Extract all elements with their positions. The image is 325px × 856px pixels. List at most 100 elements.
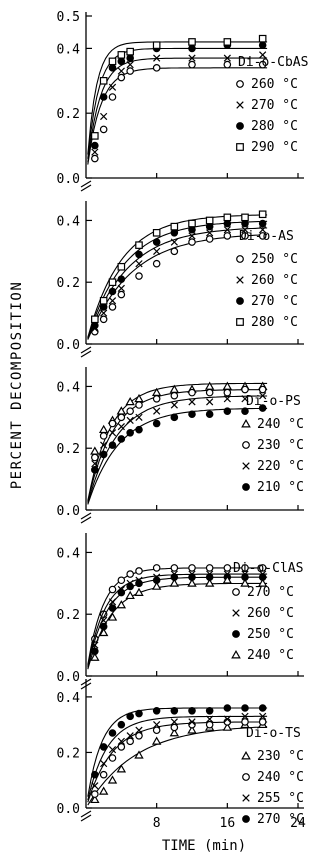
data-point: [108, 287, 117, 296]
y-tick-label: 0.4: [57, 380, 81, 395]
fit-curve: [87, 389, 268, 503]
data-point: [223, 213, 232, 222]
x-axis-label: TIME (min): [162, 838, 246, 854]
data-point: [99, 296, 108, 305]
data-point: [126, 47, 134, 56]
data-point: [134, 587, 144, 596]
x-tick-label: 8: [153, 816, 161, 831]
x-tick-label: 16: [220, 816, 236, 831]
data-point: [108, 754, 117, 762]
data-point: [188, 718, 196, 726]
data-point: [152, 64, 161, 72]
axis-break: [80, 512, 92, 524]
data-point: [126, 732, 134, 740]
series-3: [87, 392, 268, 504]
data-point: [107, 775, 118, 784]
legend-label: 230 °C: [257, 749, 304, 764]
data-point: [135, 260, 143, 268]
data-point: [188, 219, 196, 228]
data-point: [126, 60, 134, 69]
data-point: [135, 709, 143, 718]
data-point: [170, 706, 179, 715]
legend-title: Di-o-PS: [246, 394, 301, 409]
fit-curve: [87, 57, 268, 163]
data-point: [117, 67, 125, 75]
data-point: [205, 235, 214, 243]
data-point: [126, 737, 134, 746]
x-tick-label: 24: [290, 816, 306, 831]
data-point: [258, 385, 267, 394]
data-point: [153, 54, 161, 62]
legend-label: 290 °C: [251, 140, 298, 155]
data-point: [222, 575, 233, 584]
legend-marker: [232, 630, 240, 638]
y-tick-label: 0.2: [57, 107, 80, 122]
series-3: [87, 712, 268, 801]
data-point: [108, 441, 117, 449]
data-point: [116, 600, 127, 609]
legend-label: 250 °C: [251, 252, 298, 267]
legend-marker: [242, 773, 250, 781]
legend-marker: [242, 462, 250, 470]
data-point: [188, 225, 196, 234]
data-point: [223, 388, 232, 397]
fit-curve: [87, 707, 268, 797]
legend: Di-o-AS 250 °C 260 °C 270 °C 280 °C: [236, 229, 298, 330]
data-point: [152, 419, 161, 428]
y-tick-label: 0.2: [57, 608, 80, 623]
legend-label: 255 °C: [257, 791, 304, 806]
data-point: [205, 222, 214, 231]
y-tick-label: 0.0: [57, 172, 80, 187]
data-point: [117, 51, 126, 59]
data-point: [205, 564, 214, 572]
data-point: [91, 315, 99, 324]
legend-label: 260 °C: [251, 273, 298, 288]
y-tick-label: 0.2: [57, 276, 80, 291]
data-point: [206, 398, 214, 406]
data-point: [241, 213, 249, 222]
data-point: [126, 416, 134, 425]
data-point: [135, 567, 143, 575]
data-point: [187, 725, 197, 734]
data-point: [258, 232, 267, 240]
fit-curve: [87, 715, 268, 801]
data-point: [188, 44, 196, 53]
legend-marker: [242, 441, 250, 449]
data-point: [98, 627, 109, 637]
data-point: [205, 720, 214, 729]
data-point: [125, 396, 135, 406]
data-point: [240, 578, 250, 587]
fit-curve: [87, 726, 268, 806]
data-point: [223, 226, 231, 234]
data-point: [259, 226, 267, 234]
legend-marker: [236, 297, 244, 305]
data-point: [107, 612, 118, 621]
data-point: [117, 737, 125, 745]
data-point: [98, 424, 109, 434]
data-point: [99, 125, 108, 134]
data-point: [170, 222, 179, 231]
panel-2: 0.0 0.2 0.4 Di-o-AS 250 °C 260 °C 270 °C 280 °C: [57, 201, 304, 358]
data-point: [170, 723, 179, 732]
legend-marker: [236, 318, 244, 326]
data-point: [258, 404, 267, 412]
data-point: [223, 407, 232, 415]
fit-curve: [87, 395, 268, 504]
y-axis-label: PERCENT DECOMPOSITION: [9, 281, 25, 490]
data-point: [117, 422, 125, 431]
data-point: [169, 728, 180, 737]
legend-marker: [236, 101, 244, 109]
legend-title: Di-o-TS: [246, 726, 301, 741]
series-4: [87, 210, 268, 338]
data-point: [241, 718, 249, 726]
data-point: [108, 83, 117, 91]
data-point: [99, 450, 108, 459]
data-point: [91, 154, 99, 163]
y-tick-label: 0.0: [57, 504, 80, 519]
data-point: [206, 715, 214, 723]
data-point: [188, 706, 196, 715]
y-tick-label: 0.0: [57, 338, 80, 353]
legend-marker: [236, 143, 244, 151]
legend-label: 270 °C: [257, 812, 304, 827]
legend-title: Di-o-CbAS: [238, 55, 308, 70]
